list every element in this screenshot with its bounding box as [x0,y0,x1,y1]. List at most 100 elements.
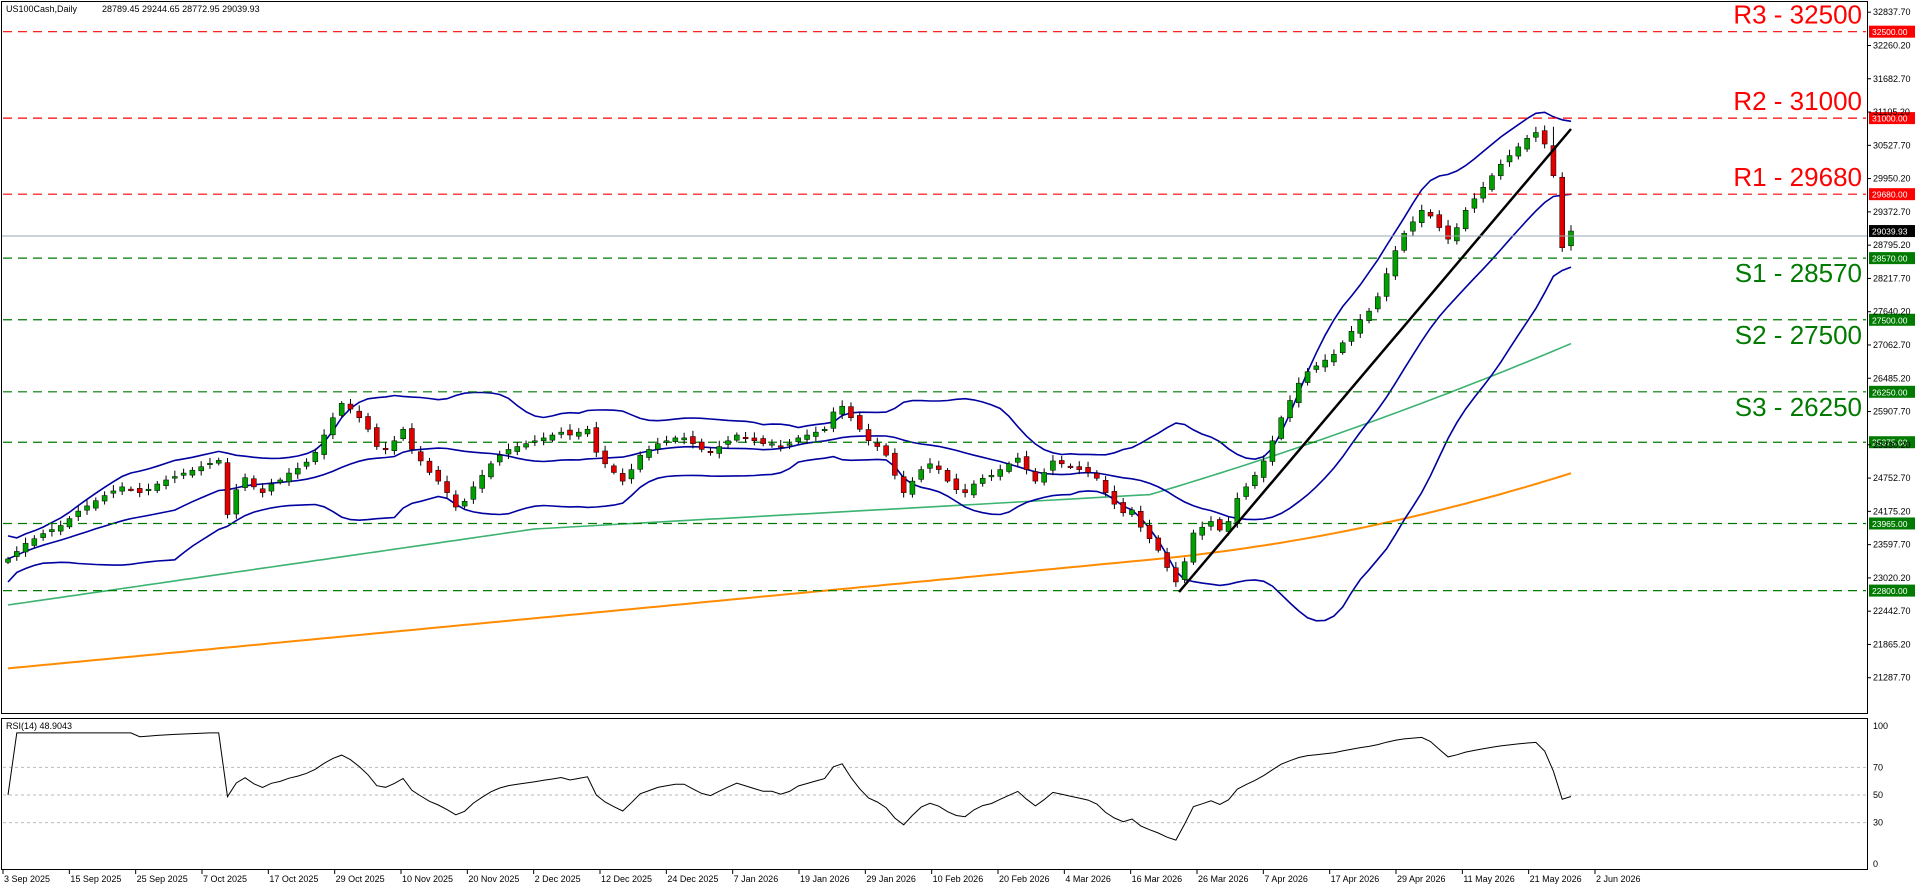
candle[interactable] [1023,450,1030,475]
candle[interactable] [900,470,907,498]
candle[interactable] [584,425,591,437]
candle[interactable] [391,435,398,455]
candle[interactable] [22,537,29,557]
candle[interactable] [734,432,740,443]
candle[interactable] [259,483,266,498]
candle[interactable] [1050,455,1056,476]
candle[interactable] [1480,181,1486,203]
candle[interactable] [532,435,538,447]
candle[interactable] [690,430,696,449]
candle[interactable] [602,445,608,469]
candle[interactable] [207,457,213,469]
candle[interactable] [75,505,81,521]
candle[interactable] [444,475,450,498]
candle[interactable] [1418,204,1425,228]
candle[interactable] [1357,314,1364,339]
candle[interactable] [57,520,64,536]
candle[interactable] [698,438,705,453]
candle[interactable] [286,468,292,486]
candle[interactable] [119,482,125,496]
candle[interactable] [681,432,687,445]
candle[interactable] [1304,368,1311,386]
candle[interactable] [1541,125,1548,149]
candle[interactable] [760,435,766,447]
candle[interactable] [1190,529,1197,565]
candle[interactable] [1217,517,1223,533]
candle[interactable] [1032,468,1039,484]
candle[interactable] [1339,340,1346,355]
candle[interactable] [655,437,661,454]
candle[interactable] [453,490,459,511]
candle[interactable] [224,457,231,519]
candle[interactable] [1076,461,1083,475]
candle[interactable] [944,468,951,483]
candle[interactable] [777,439,784,452]
candle[interactable] [365,412,371,433]
candle[interactable] [1296,377,1302,408]
candle[interactable] [303,458,310,470]
candle[interactable] [180,468,187,479]
candle[interactable] [154,481,161,494]
candle[interactable] [1568,225,1574,251]
candle[interactable] [1533,126,1539,142]
candle[interactable] [830,407,837,433]
candle[interactable] [874,437,881,451]
candle[interactable] [14,546,20,561]
candle[interactable] [1164,547,1170,572]
candle[interactable] [646,445,652,461]
candle[interactable] [1260,455,1267,483]
candle[interactable] [400,426,406,441]
candle[interactable] [1137,505,1144,532]
candle[interactable] [971,480,977,498]
candle[interactable] [409,423,415,454]
candle[interactable] [66,516,73,529]
candle[interactable] [496,450,503,466]
candle[interactable] [909,477,916,498]
candle[interactable] [848,402,854,422]
candle[interactable] [1015,452,1021,467]
candle[interactable] [716,440,723,459]
candle[interactable] [795,435,802,445]
candle[interactable] [1322,354,1328,372]
candle[interactable] [997,464,1003,481]
candle[interactable] [145,483,152,496]
candle[interactable] [356,405,362,423]
candle[interactable] [1375,292,1381,313]
candle[interactable] [619,468,626,486]
candle[interactable] [461,498,468,509]
candle[interactable] [1067,463,1074,469]
candle[interactable] [1085,461,1091,478]
candle[interactable] [110,485,117,499]
candle[interactable] [611,463,617,475]
candle[interactable] [856,412,863,432]
candle[interactable] [488,460,494,480]
candle[interactable] [277,477,283,485]
candle[interactable] [567,424,573,440]
candle[interactable] [189,467,196,478]
candle[interactable] [1462,207,1469,232]
candle[interactable] [540,432,547,446]
candle[interactable] [663,435,670,446]
candle[interactable] [382,442,389,455]
candle[interactable] [821,426,828,433]
candle[interactable] [251,475,257,490]
candle[interactable] [1252,471,1258,489]
candle[interactable] [1559,172,1565,252]
candle[interactable] [338,401,345,418]
candle[interactable] [576,428,582,440]
candle[interactable] [312,448,319,465]
main-pane[interactable] [1,1,1868,714]
candle[interactable] [813,426,819,442]
candle[interactable] [242,473,248,492]
candle[interactable] [1269,435,1276,466]
candle[interactable] [479,469,485,493]
candle[interactable] [892,448,898,480]
candle[interactable] [1120,497,1126,517]
candle[interactable] [962,483,968,498]
candle[interactable] [426,457,433,476]
candle[interactable] [883,443,889,458]
candle[interactable] [1498,159,1504,180]
candle[interactable] [347,398,354,414]
candle[interactable] [804,429,810,445]
